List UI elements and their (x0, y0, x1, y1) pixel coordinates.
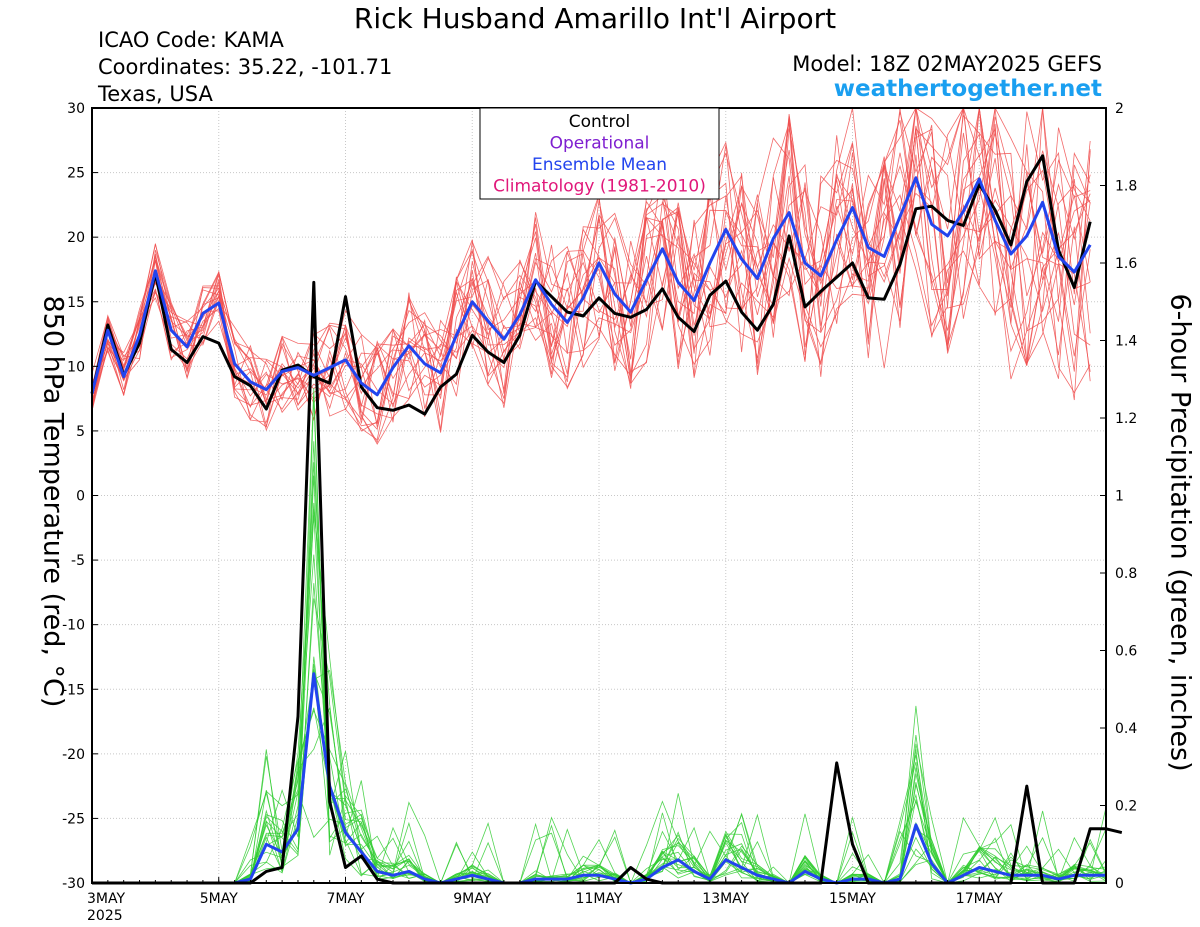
y-tick-label-right: 1.8 (1115, 179, 1137, 195)
y-tick-label-left: -10 (62, 618, 85, 634)
y-tick-label-right: 0.2 (1115, 799, 1137, 815)
x-tick-label: 11MAY (576, 891, 623, 907)
y-tick-label-left: 15 (67, 295, 85, 311)
temp-member-line (91, 107, 1091, 432)
location: Texas, USA (98, 82, 213, 106)
temp-member-line (91, 107, 1091, 431)
y-tick-label-right: 0.4 (1115, 721, 1137, 737)
y-tick-label-right: 1 (1115, 489, 1124, 505)
y-tick-label-left: 30 (67, 101, 85, 117)
y-tick-label-right: 1.4 (1115, 334, 1137, 350)
temp-member-line (91, 107, 1091, 441)
y-tick-label-right: 0.6 (1115, 644, 1137, 660)
coordinates: Coordinates: 35.22, -101.71 (98, 55, 393, 79)
x-tick-label: 17MAY (956, 891, 1003, 907)
temp-member-line (91, 107, 1091, 428)
x-tick-label: 7MAY (326, 891, 364, 907)
temp-member-line (91, 124, 1091, 421)
x-tick-label: 15MAY (829, 891, 876, 907)
legend-climatology: Climatology (1981-2010) (493, 177, 706, 197)
precip-member-line (92, 509, 1107, 884)
legend-control: Control (569, 112, 630, 132)
y-tick-label-right: 0 (1115, 876, 1124, 892)
y-tick-label-left: 5 (76, 424, 85, 440)
y-tick-label-left: 0 (76, 489, 85, 505)
precip-member-line (92, 707, 1107, 884)
x-tick-label: 5MAY (200, 891, 238, 907)
legend-operational: Operational (550, 134, 650, 154)
x-tick-sublabel: 2025 (87, 908, 123, 924)
y-tick-label-right: 0.8 (1115, 566, 1137, 582)
x-tick-label: 3MAY (87, 891, 125, 907)
x-tick-label: 13MAY (702, 891, 749, 907)
axes: 302520151050-5-10-15-20-25-3021.81.61.41… (62, 101, 1137, 924)
precip-control-line (92, 280, 1123, 885)
legend-box (479, 107, 720, 200)
y-tick-label-left: -25 (62, 811, 85, 827)
temp-member-line (91, 106, 1091, 424)
y-tick-label-left: -30 (62, 876, 85, 892)
precip-member-line (92, 583, 1107, 884)
icao-code: ICAO Code: KAMA (98, 28, 284, 52)
y-tick-label-left: -20 (62, 747, 85, 763)
precip-member-line (92, 669, 1107, 884)
y-tick-label-left: 20 (67, 230, 85, 246)
temp-member-line (91, 123, 1091, 425)
precip-member-line (92, 475, 1107, 884)
temp-mean-line (90, 176, 1092, 397)
y-tick-label-right: 1.6 (1115, 256, 1137, 272)
model-run: Model: 18Z 02MAY2025 GEFS (792, 52, 1102, 76)
precip-member-line (92, 790, 1107, 884)
temp-control-line (90, 154, 1092, 416)
legend-ensemble-mean: Ensemble Mean (532, 155, 667, 175)
x-tick-label: 9MAY (453, 891, 491, 907)
y-tick-label-left: -5 (71, 553, 85, 569)
temp-member-line (91, 132, 1091, 414)
precip-member-line (92, 663, 1107, 884)
site-link[interactable]: weathertogether.net (833, 76, 1102, 102)
precip-mean-line (92, 672, 1106, 885)
y-tick-label-left: 25 (67, 166, 85, 182)
y-tick-label-left: -15 (62, 682, 85, 698)
y-tick-label-right: 2 (1115, 101, 1124, 117)
temp-member-line (91, 106, 1091, 408)
y-tick-label-left: 10 (67, 359, 85, 375)
y-tick-label-right: 1.2 (1115, 411, 1137, 427)
chart-title: Rick Husband Amarillo Int'l Airport (353, 2, 837, 35)
